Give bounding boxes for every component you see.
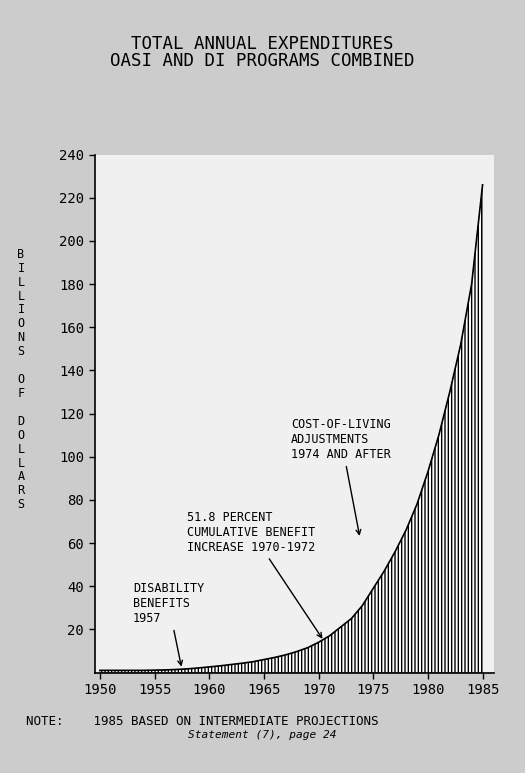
Text: I: I [17,262,25,274]
Text: OASI AND DI PROGRAMS COMBINED: OASI AND DI PROGRAMS COMBINED [110,52,415,70]
Text: N: N [17,332,25,344]
Text: TOTAL ANNUAL EXPENDITURES: TOTAL ANNUAL EXPENDITURES [131,35,394,53]
Text: F: F [17,387,25,400]
Text: O: O [17,318,25,330]
Text: A: A [17,471,25,483]
Text: DISABILITY
BENEFITS
1957: DISABILITY BENEFITS 1957 [133,582,204,666]
Text: S: S [17,346,25,358]
Text: S: S [17,499,25,511]
Text: L: L [17,457,25,469]
Text: COST-OF-LIVING
ADJUSTMENTS
1974 AND AFTER: COST-OF-LIVING ADJUSTMENTS 1974 AND AFTE… [291,418,391,534]
Text: O: O [17,373,25,386]
Text: I: I [17,304,25,316]
Text: NOTE:    1985 BASED ON INTERMEDIATE PROJECTIONS: NOTE: 1985 BASED ON INTERMEDIATE PROJECT… [26,715,379,728]
Text: L: L [17,290,25,302]
Text: Statement (7), page 24: Statement (7), page 24 [188,730,337,741]
Text: L: L [17,443,25,455]
Text: 51.8 PERCENT
CUMULATIVE BENEFIT
INCREASE 1970-1972: 51.8 PERCENT CUMULATIVE BENEFIT INCREASE… [187,511,322,638]
Text: O: O [17,429,25,441]
Text: L: L [17,276,25,288]
Text: D: D [17,415,25,427]
Text: B: B [17,248,25,261]
Text: R: R [17,485,25,497]
